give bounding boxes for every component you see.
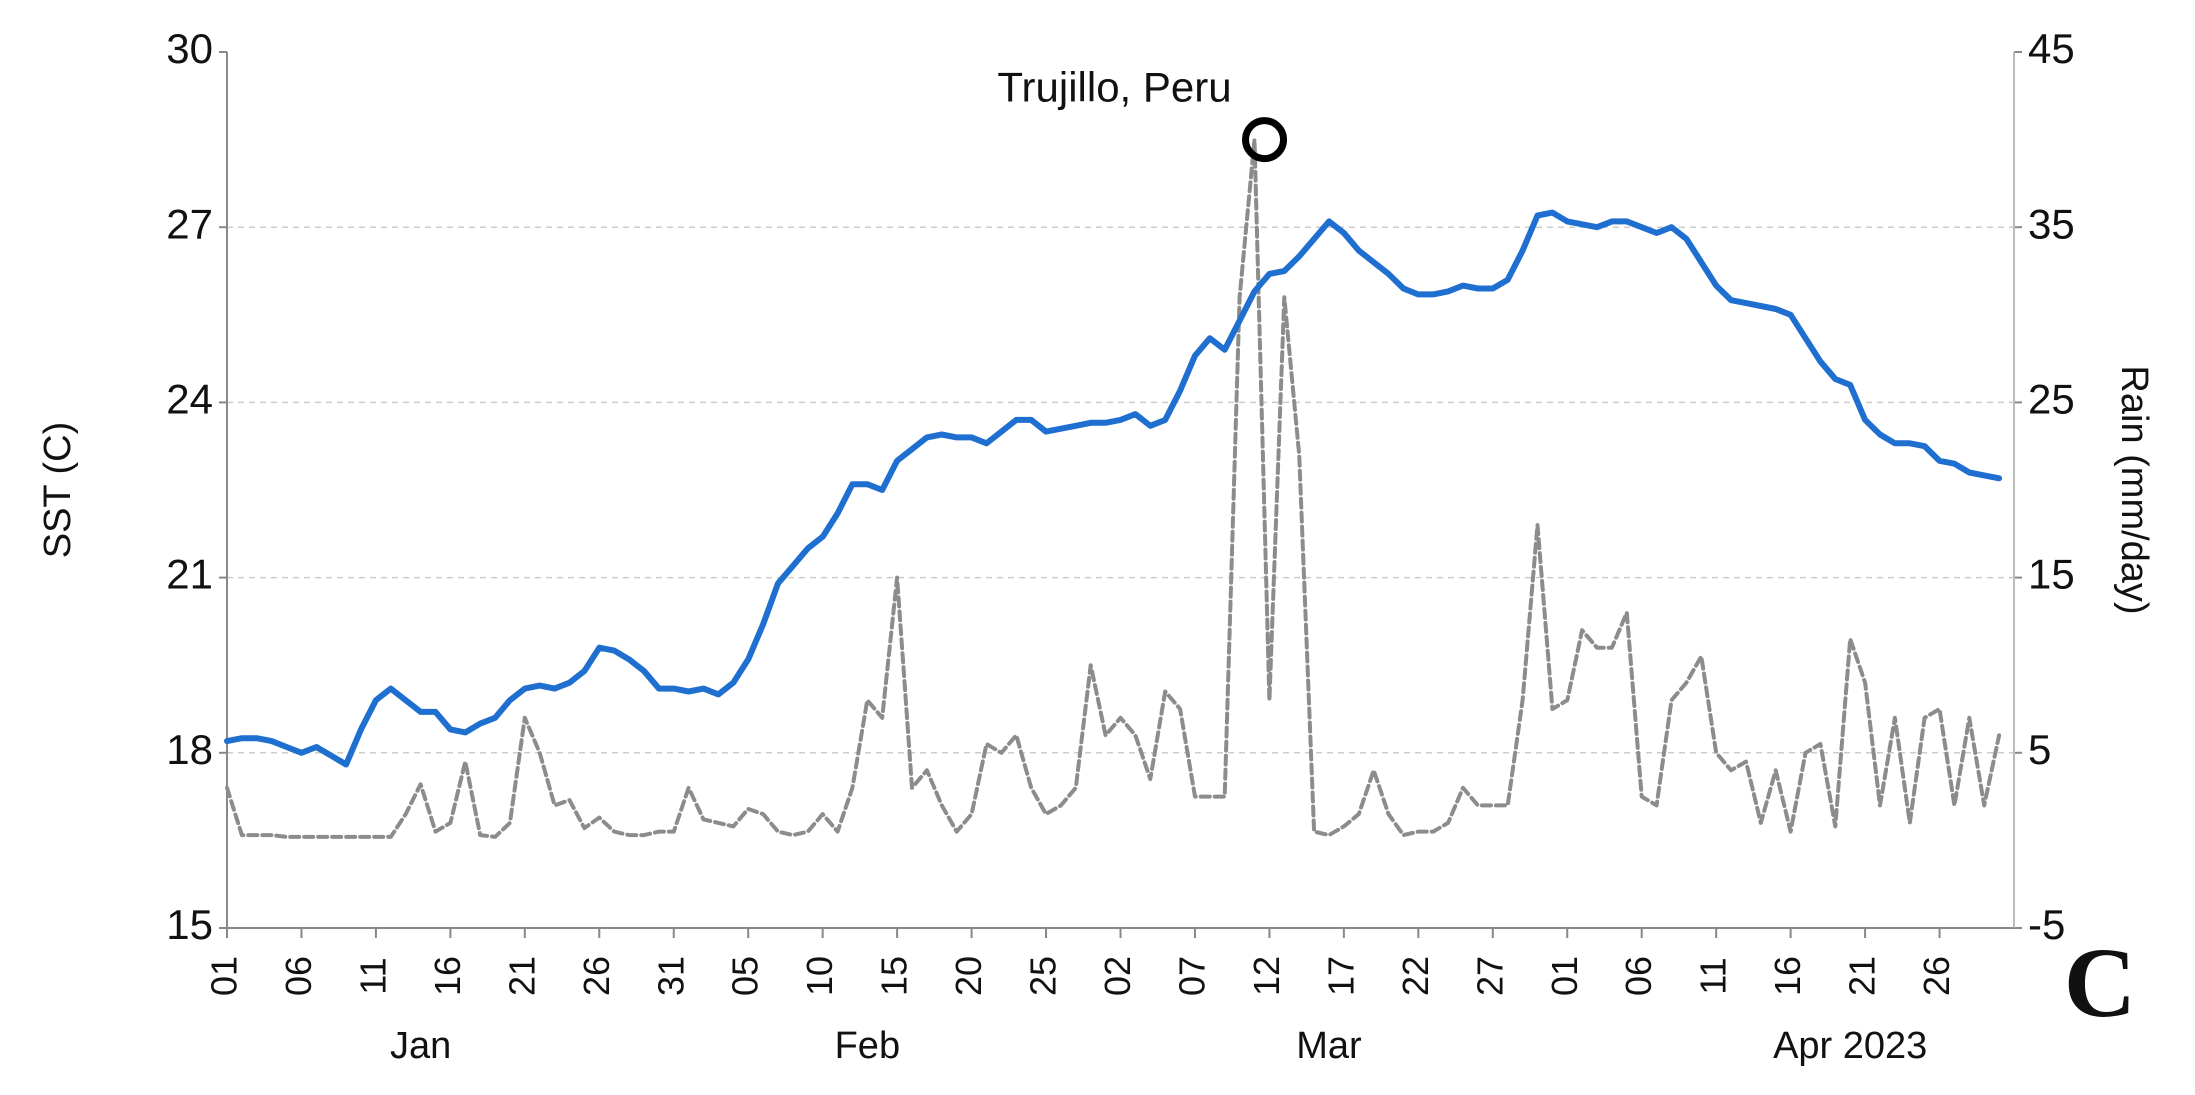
x-tick-label: 27 [1469,956,1510,996]
x-tick-label: 17 [1320,956,1361,996]
x-tick-label: 31 [650,956,691,996]
x-tick-label: 25 [1023,956,1064,996]
month-label: Feb [835,1025,900,1067]
x-tick-label: 15 [874,956,915,996]
x-tick-label: 26 [576,956,617,996]
y2-tick-label: -5 [2028,901,2065,948]
annotation-marker [1242,117,1288,163]
month-label: Mar [1296,1025,1362,1067]
x-tick-label: 16 [1767,956,1808,996]
month-label: Jan [390,1025,451,1067]
y2-tick-label: 45 [2028,25,2075,72]
x-tick-label: 05 [725,956,766,996]
x-tick-label: 10 [799,956,840,996]
y2-tick-label: 15 [2028,551,2075,598]
x-tick-label: 22 [1395,956,1436,996]
x-tick-label: 16 [427,956,468,996]
y-tick-label: 15 [166,901,213,948]
month-label: Apr 2023 [1773,1025,1927,1067]
y2-axis-label: Rain (mm/day) [2113,365,2155,614]
y-tick-label: 21 [166,551,213,598]
x-tick-label: 12 [1246,956,1287,996]
y2-tick-label: 5 [2028,726,2051,773]
x-tick-label: 11 [352,957,393,994]
x-tick-label: 11 [1693,957,1734,994]
x-tick-label: 01 [204,956,245,996]
y2-tick-label: 35 [2028,200,2075,247]
series-line [224,209,2003,768]
x-tick-label: 01 [1544,956,1585,996]
panel-label: C [2064,927,2136,1038]
x-tick-label: 21 [1842,956,1883,996]
y-tick-label: 27 [166,200,213,247]
series-line [225,137,2002,839]
x-tick-label: 02 [1097,956,1138,996]
y-tick-label: 24 [166,375,213,422]
x-tick-label: 07 [1171,956,1212,996]
x-tick-label: 20 [948,956,989,996]
y-axis-label: SST (C) [37,422,79,559]
x-tick-label: 06 [1618,956,1659,996]
y2-tick-label: 25 [2028,375,2075,422]
y-tick-label: 30 [166,25,213,72]
x-tick-label: 26 [1916,956,1957,996]
x-tick-label: 21 [501,956,542,996]
y-tick-label: 18 [166,726,213,773]
x-tick-label: 06 [278,956,319,996]
annotation-text: Trujillo, Peru [997,64,1231,111]
